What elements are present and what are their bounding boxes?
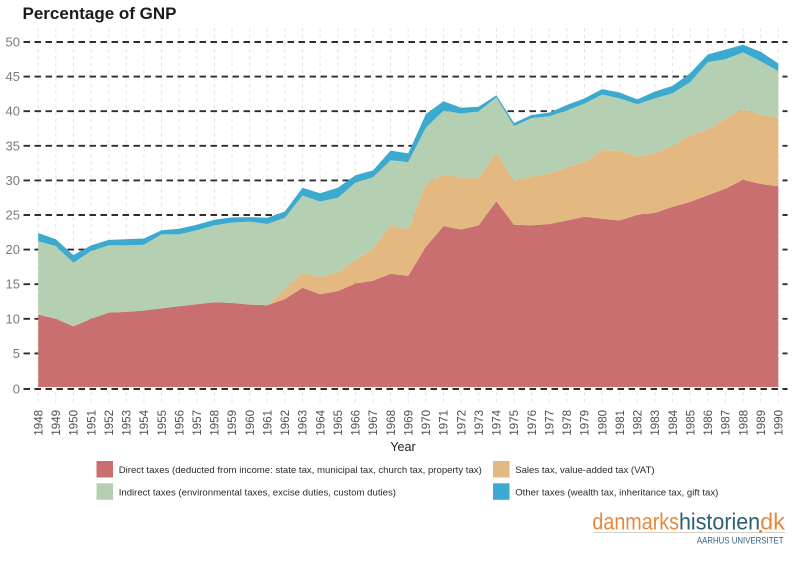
svg-text:historien: historien: [679, 509, 760, 535]
svg-text:1962: 1962: [280, 410, 292, 436]
svg-text:Sales tax, value-added tax (VA: Sales tax, value-added tax (VAT): [515, 465, 654, 476]
svg-text:1984: 1984: [668, 409, 680, 435]
svg-text:1956: 1956: [174, 410, 186, 436]
svg-text:Percentage of GNP: Percentage of GNP: [23, 4, 177, 23]
svg-text:1987: 1987: [721, 410, 733, 436]
svg-text:1972: 1972: [456, 410, 468, 436]
svg-text:AARHUS UNIVERSITET: AARHUS UNIVERSITET: [697, 536, 784, 547]
svg-text:1951: 1951: [86, 410, 98, 436]
svg-text:1983: 1983: [650, 410, 662, 436]
svg-text:1958: 1958: [210, 410, 222, 436]
svg-text:1975: 1975: [509, 410, 521, 436]
svg-text:1964: 1964: [315, 409, 327, 435]
svg-text:1968: 1968: [386, 410, 398, 436]
svg-text:5: 5: [13, 346, 20, 361]
svg-text:1963: 1963: [298, 410, 310, 436]
svg-text:1966: 1966: [351, 410, 363, 436]
svg-text:1974: 1974: [492, 409, 504, 435]
svg-text:1979: 1979: [580, 410, 592, 436]
svg-text:1986: 1986: [703, 410, 715, 436]
svg-text:1981: 1981: [615, 410, 627, 436]
svg-text:1959: 1959: [227, 410, 239, 436]
svg-text:1948: 1948: [33, 410, 45, 436]
svg-text:1977: 1977: [544, 410, 556, 436]
svg-text:30: 30: [6, 173, 20, 188]
svg-text:10: 10: [6, 311, 20, 326]
svg-text:1988: 1988: [738, 410, 750, 436]
svg-text:35: 35: [6, 138, 20, 153]
svg-text:1949: 1949: [51, 410, 63, 436]
svg-text:danmarks: danmarks: [592, 509, 679, 535]
svg-text:Year: Year: [390, 440, 415, 454]
svg-text:1950: 1950: [69, 410, 81, 436]
svg-text:1955: 1955: [157, 410, 169, 436]
svg-text:1971: 1971: [439, 410, 451, 436]
svg-text:1990: 1990: [774, 410, 786, 436]
svg-text:1976: 1976: [527, 410, 539, 436]
svg-text:1985: 1985: [685, 410, 697, 436]
svg-text:1961: 1961: [263, 410, 275, 436]
svg-text:1953: 1953: [122, 410, 134, 436]
svg-text:dk: dk: [760, 509, 785, 535]
svg-text:1954: 1954: [139, 409, 151, 435]
svg-text:Direct taxes (deducted from in: Direct taxes (deducted from income: stat…: [119, 465, 482, 476]
svg-text:1973: 1973: [474, 410, 486, 436]
svg-text:1965: 1965: [333, 410, 345, 436]
svg-text:1969: 1969: [403, 410, 415, 436]
svg-text:15: 15: [6, 277, 20, 292]
svg-text:20: 20: [6, 242, 20, 257]
svg-text:50: 50: [6, 35, 20, 50]
svg-text:1967: 1967: [368, 410, 380, 436]
svg-text:Other taxes (wealth tax, inher: Other taxes (wealth tax, inheritance tax…: [515, 487, 718, 498]
svg-text:1978: 1978: [562, 410, 574, 436]
svg-text:1989: 1989: [756, 410, 768, 436]
svg-text:1980: 1980: [597, 410, 609, 436]
svg-text:1952: 1952: [104, 410, 116, 436]
svg-text:Indirect taxes (environmental: Indirect taxes (environmental taxes, exc…: [119, 487, 396, 498]
svg-text:1957: 1957: [192, 410, 204, 436]
svg-text:1970: 1970: [421, 410, 433, 436]
svg-text:25: 25: [6, 208, 20, 223]
svg-text:1960: 1960: [245, 410, 257, 436]
svg-text:40: 40: [6, 104, 20, 119]
svg-text:45: 45: [6, 69, 20, 84]
svg-text:1982: 1982: [633, 410, 645, 436]
svg-text:0: 0: [13, 382, 20, 397]
